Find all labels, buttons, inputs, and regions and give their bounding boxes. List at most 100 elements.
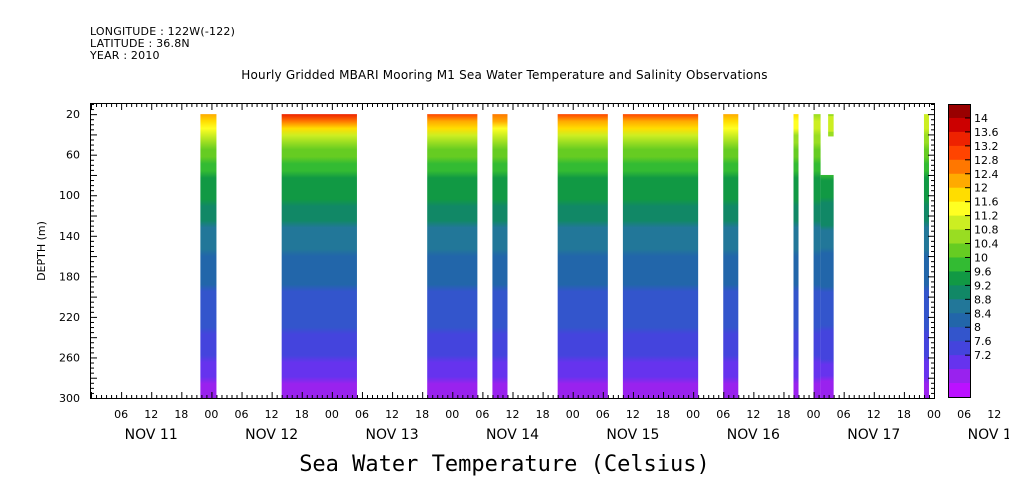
x-tick-label: 12 — [144, 408, 158, 421]
day-label: NOV 11 — [125, 427, 178, 443]
x-tick-label: 00 — [927, 408, 941, 421]
x-tick-label: 00 — [445, 408, 459, 421]
colorbar-cell — [948, 285, 970, 300]
y-tick-label: 300 — [59, 392, 80, 405]
x-tick-label: 06 — [475, 408, 489, 421]
x-tick-label: 00 — [566, 408, 580, 421]
colorbar-label: 11.2 — [974, 210, 999, 223]
colorbar-label: 9.6 — [974, 265, 992, 278]
day-label: NOV 18 — [968, 427, 1009, 443]
data-segment — [828, 114, 834, 137]
day-label: NOV 15 — [606, 427, 659, 443]
colorbar-cell — [948, 257, 970, 272]
x-tick-label: 06 — [355, 408, 369, 421]
x-tick-label: 12 — [746, 408, 760, 421]
longitude-label: LONGITUDE : 122W(-122) — [90, 25, 236, 38]
x-tick-label: 18 — [174, 408, 188, 421]
colorbar-label: 13.2 — [974, 140, 999, 153]
x-tick-label: 00 — [686, 408, 700, 421]
y-tick-label: 20 — [66, 108, 80, 121]
x-tick-label: 12 — [385, 408, 399, 421]
day-label: NOV 14 — [486, 427, 539, 443]
y-tick-label: 220 — [59, 311, 80, 324]
x-tick-label: 00 — [325, 408, 339, 421]
data-segment — [813, 114, 821, 398]
x-tick-label: 18 — [536, 408, 550, 421]
x-tick-label: 12 — [867, 408, 881, 421]
colorbar-cell — [948, 243, 970, 258]
y-tick-label: 100 — [59, 189, 80, 202]
colorbar-label: 8.8 — [974, 293, 992, 306]
data-segment — [923, 114, 929, 398]
latitude-label: LATITUDE : 36.8N — [90, 37, 190, 50]
data-segment — [793, 114, 799, 398]
x-tick-label: 18 — [415, 408, 429, 421]
day-label: NOV 12 — [245, 427, 298, 443]
data-segment — [820, 174, 834, 398]
colorbar-label: 9.2 — [974, 279, 992, 292]
data-segment — [492, 114, 508, 398]
colorbar-cell — [948, 313, 970, 328]
data-segment — [200, 114, 217, 398]
colorbar-label: 14 — [974, 112, 988, 125]
data-segment — [622, 114, 699, 398]
day-label: NOV 17 — [847, 427, 900, 443]
x-tick-label: 06 — [235, 408, 249, 421]
colorbar-frame — [948, 104, 971, 398]
x-tick-label: 18 — [897, 408, 911, 421]
day-label: NOV 16 — [727, 427, 780, 443]
colorbar-cell — [948, 159, 970, 175]
x-axis-label: Sea Water Temperature (Celsius) — [299, 452, 710, 477]
x-tick-label: 12 — [987, 408, 1001, 421]
year-label: YEAR : 2010 — [90, 49, 160, 62]
colorbar-cell — [948, 201, 970, 217]
colorbar-cell — [948, 173, 970, 189]
y-tick-label: 260 — [59, 351, 80, 364]
x-tick-label: 18 — [656, 408, 670, 421]
colorbar-label: 12.4 — [974, 168, 999, 181]
colorbar-cell — [948, 383, 970, 398]
x-tick-label: 12 — [265, 408, 279, 421]
colorbar-cell — [948, 104, 970, 119]
y-tick-label: 140 — [59, 230, 80, 243]
colorbar-label: 7.2 — [974, 349, 992, 362]
day-label: NOV 13 — [366, 427, 419, 443]
colorbar-label: 10.4 — [974, 238, 999, 251]
colorbar-label: 11.6 — [974, 196, 999, 209]
colorbar-cell — [948, 117, 970, 133]
colorbar-cell — [948, 131, 970, 147]
x-tick-label: 12 — [626, 408, 640, 421]
colorbar-label: 8.4 — [974, 307, 992, 320]
x-tick-label: 00 — [807, 408, 821, 421]
data-segment — [281, 114, 357, 398]
y-axis-label: DEPTH (m) — [35, 221, 48, 281]
x-tick-label: 12 — [506, 408, 520, 421]
colorbar-cell — [948, 355, 970, 370]
colorbar-cell — [948, 327, 970, 342]
x-tick-label: 18 — [295, 408, 309, 421]
colorbar-cell — [948, 187, 970, 203]
data-segment — [723, 114, 739, 398]
data-segment — [427, 114, 478, 398]
chart-title: Hourly Gridded MBARI Mooring M1 Sea Wate… — [241, 68, 768, 82]
colorbar-label: 13.6 — [974, 126, 999, 139]
x-tick-label: 06 — [114, 408, 128, 421]
colorbar-label: 12.8 — [974, 154, 999, 167]
colorbar-label: 7.6 — [974, 335, 992, 348]
y-tick-label: 60 — [66, 149, 80, 162]
colorbar-cell — [948, 145, 970, 161]
colorbar-label: 8 — [974, 321, 981, 334]
colorbar-cell — [948, 229, 970, 245]
colorbar-cell — [948, 271, 970, 286]
y-axis: 20 60 100 140 180 220 260 300 — [59, 104, 934, 405]
colorbar-label: 10 — [974, 251, 988, 264]
x-tick-label: 18 — [776, 408, 790, 421]
colorbar-label: 12 — [974, 182, 988, 195]
colorbar-cell — [948, 369, 970, 384]
x-tick-label: 06 — [716, 408, 730, 421]
x-tick-label: 06 — [957, 408, 971, 421]
colorbar-cell — [948, 299, 970, 314]
colorbar: 1413.613.212.812.41211.611.210.810.4109.… — [948, 104, 999, 398]
colorbar-cell — [948, 215, 970, 231]
